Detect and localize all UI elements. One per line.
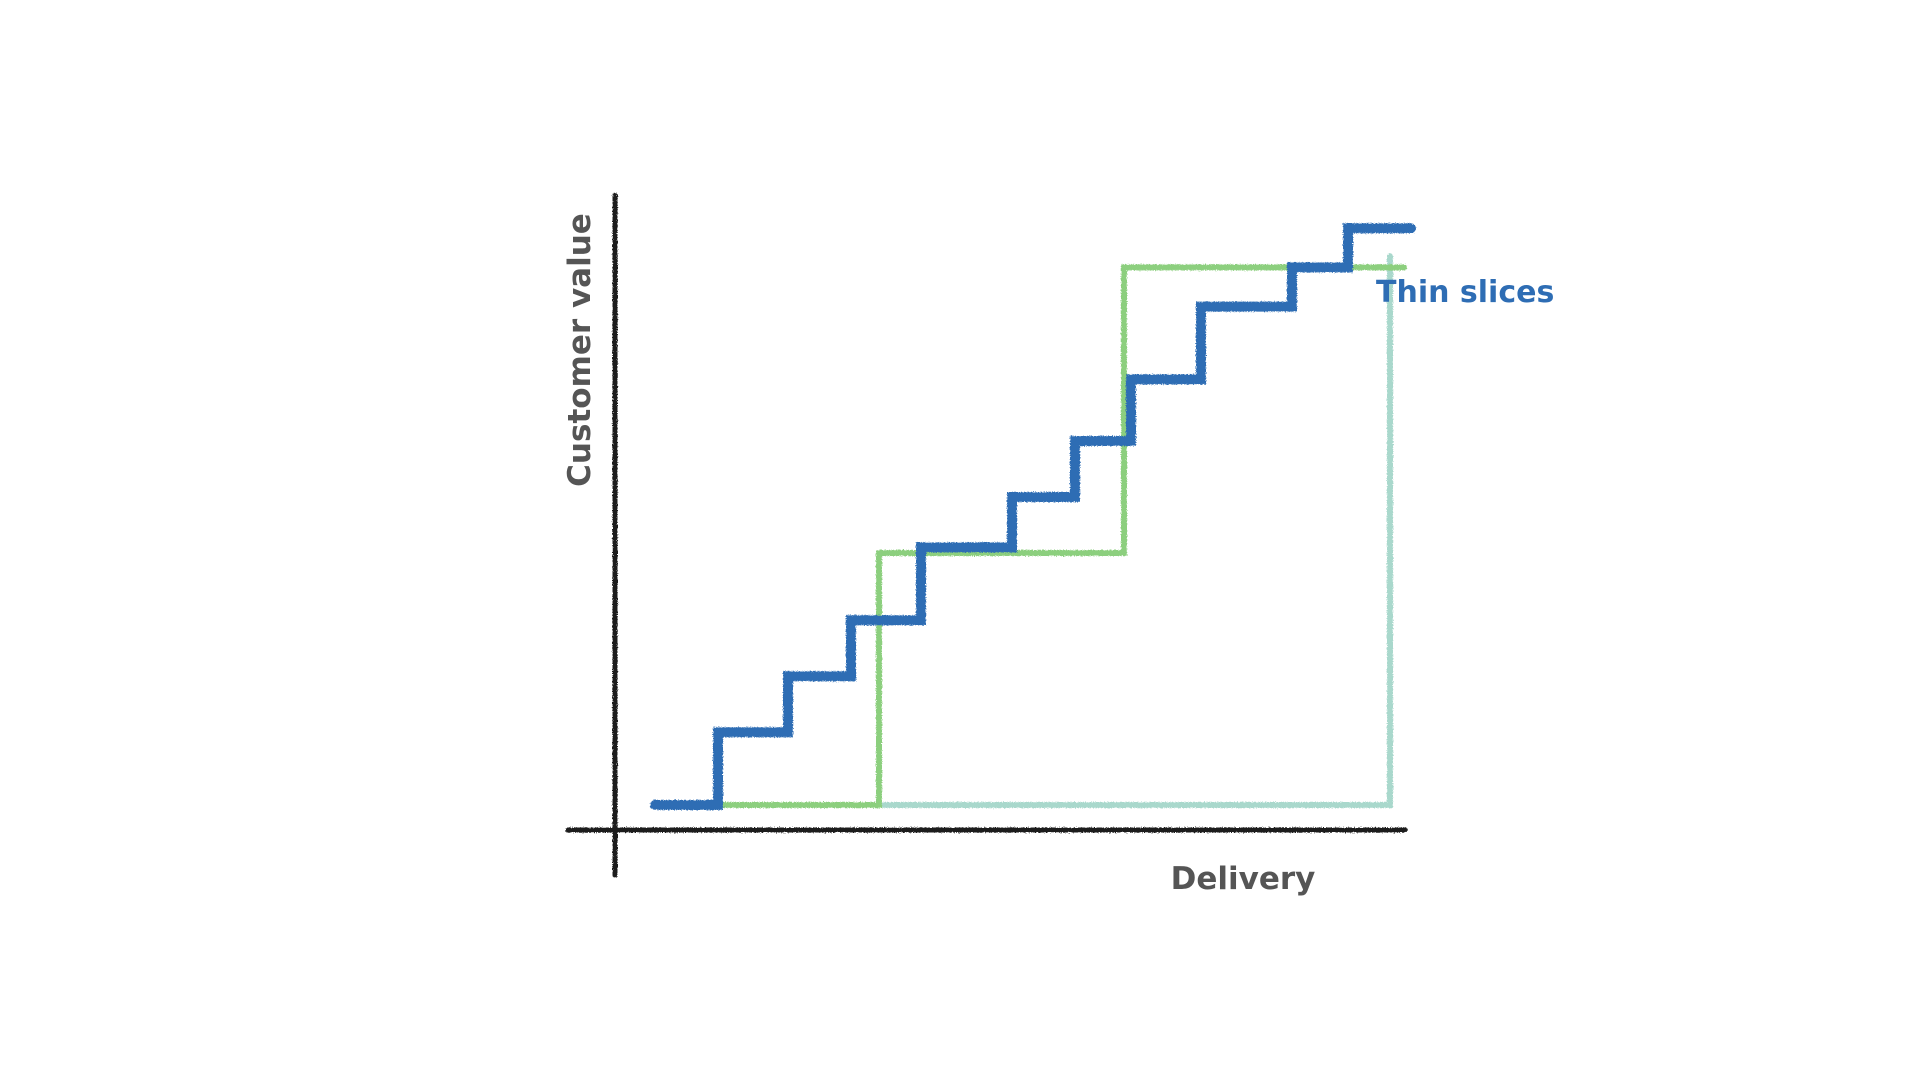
- series-line-2: [652, 264, 1407, 808]
- series-label-thin-slices: Thin slices: [1376, 275, 1554, 310]
- series-line-1: [652, 253, 1393, 808]
- x-axis-label: Delivery: [1171, 861, 1316, 897]
- y-axis-label: Customer value: [562, 213, 598, 487]
- series-group: [650, 223, 1416, 810]
- axes: [565, 192, 1408, 878]
- series-line-thin-slices: [650, 223, 1416, 810]
